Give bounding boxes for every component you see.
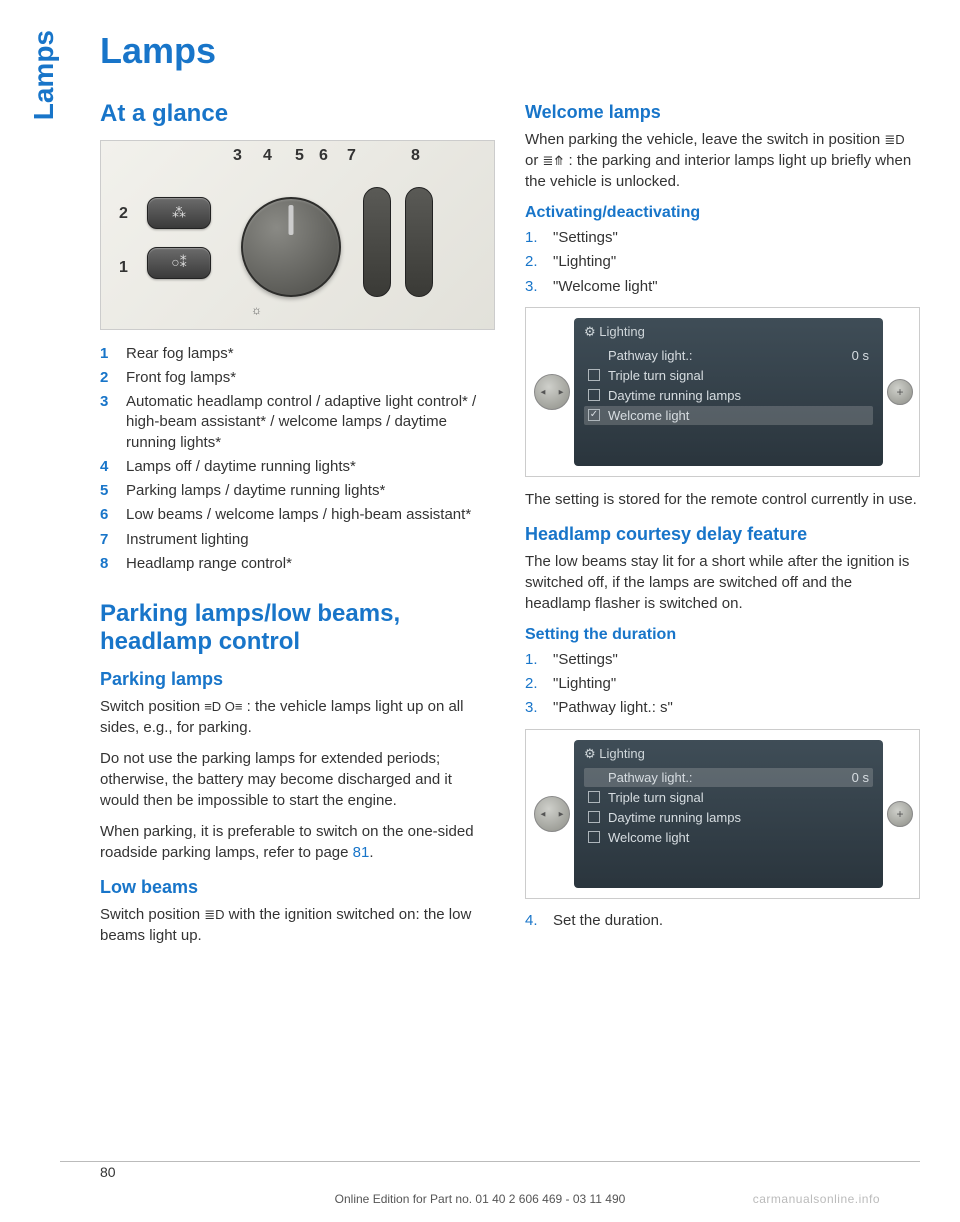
step-item: 3."Pathway light.: s" [525, 698, 920, 718]
figure-label-8: 8 [411, 147, 420, 165]
idrive-screenshot-welcome: + ⚙ Lighting Pathway light.:0 s Triple t… [525, 307, 920, 477]
right-column: Welcome lamps When parking the vehicle, … [525, 30, 920, 956]
idrive-row: Triple turn signal [584, 788, 873, 807]
headlamp-knob-graphic [241, 197, 341, 297]
step-item: 3."Welcome light" [525, 277, 920, 297]
auto-headlamp-icon: ≣⤊ [543, 153, 565, 168]
light-switch-figure: 1 2 3 4 5 6 7 8 ⁂ ○⁑ ☼ [100, 140, 495, 330]
headlamp-range-slider-graphic [405, 187, 433, 297]
idrive-screenshot-pathway: + ⚙ Lighting Pathway light.:0 s Triple t… [525, 729, 920, 899]
figure-label-4: 4 [263, 147, 272, 165]
figure-label-6: 6 [319, 147, 328, 165]
left-column: Lamps At a glance 1 2 3 4 5 6 7 8 ⁂ ○⁑ ☼ [100, 30, 495, 956]
figure-label-5: 5 [295, 147, 304, 165]
duration-step4: 4.Set the duration. [525, 911, 920, 931]
idrive-controller-icon [534, 374, 570, 410]
page-number: 80 [100, 1164, 116, 1180]
parking-lamps-p3: When parking, it is preferable to switch… [100, 821, 495, 863]
low-beam-icon: ≣D [884, 132, 904, 147]
parking-lamp-icon: ≡D O≡ [204, 699, 242, 714]
step-item: 2."Lighting" [525, 252, 920, 272]
figure-label-1: 1 [119, 259, 128, 277]
list-item: 1Rear fog lamps* [100, 344, 495, 364]
fog-rear-button-graphic: ○⁑ [147, 247, 211, 279]
figure-label-3: 3 [233, 147, 242, 165]
duration-steps: 1."Settings" 2."Lighting" 3."Pathway lig… [525, 650, 920, 719]
checkbox-icon [588, 791, 600, 803]
parking-lamps-p2: Do not use the parking lamps for extende… [100, 748, 495, 811]
step-item: 1."Settings" [525, 650, 920, 670]
courtesy-heading: Headlamp courtesy delay feature [525, 524, 920, 545]
welcome-lamps-heading: Welcome lamps [525, 102, 920, 123]
figure-label-2: 2 [119, 205, 128, 223]
setting-duration-heading: Setting the duration [525, 626, 920, 644]
activating-heading: Activating/deactivating [525, 204, 920, 222]
list-item: 2Front fog lamps* [100, 368, 495, 388]
idrive-title: ⚙ Lighting [584, 746, 873, 762]
list-item: 5Parking lamps / daytime running lights* [100, 481, 495, 501]
checkbox-icon [588, 369, 600, 381]
checkbox-icon [588, 831, 600, 843]
courtesy-p1: The low beams stay lit for a short while… [525, 551, 920, 614]
at-a-glance-heading: At a glance [100, 100, 495, 128]
idrive-title: ⚙ Lighting [584, 324, 873, 340]
fog-front-button-graphic: ⁂ [147, 197, 211, 229]
checkbox-icon [588, 389, 600, 401]
list-item: 3Automatic headlamp control / adaptive l… [100, 392, 495, 453]
parking-lowbeam-heading: Parking lamps/low beams, headlamp contro… [100, 600, 495, 655]
figure-label-7: 7 [347, 147, 356, 165]
activating-steps: 1."Settings" 2."Lighting" 3."Welcome lig… [525, 228, 920, 297]
welcome-lamps-p1: When parking the vehicle, leave the swit… [525, 129, 920, 192]
checkbox-icon [588, 811, 600, 823]
footer-rule [60, 1161, 920, 1162]
idrive-controller-icon [534, 796, 570, 832]
idrive-row: ✓Welcome light [584, 406, 873, 425]
parking-lamps-p1: Switch position ≡D O≡ : the vehicle lamp… [100, 696, 495, 738]
step-item: 2."Lighting" [525, 674, 920, 694]
idrive-row: Triple turn signal [584, 366, 873, 385]
idrive-row: Welcome light [584, 828, 873, 847]
low-beam-icon: ≣D [204, 907, 224, 922]
idrive-plus-icon: + [887, 801, 913, 827]
watermark: carmanualsonline.info [753, 1192, 880, 1206]
parking-lamps-heading: Parking lamps [100, 669, 495, 690]
idrive-row: Daytime running lamps [584, 808, 873, 827]
list-item: 4Lamps off / daytime running lights* [100, 457, 495, 477]
instrument-light-slider-graphic [363, 187, 391, 297]
step-item: 4.Set the duration. [525, 911, 920, 931]
list-item: 7Instrument lighting [100, 530, 495, 550]
idrive-row: Daytime running lamps [584, 386, 873, 405]
list-item: 8Headlamp range control* [100, 554, 495, 574]
low-beams-heading: Low beams [100, 877, 495, 898]
at-a-glance-list: 1Rear fog lamps* 2Front fog lamps* 3Auto… [100, 344, 495, 575]
welcome-caption: The setting is stored for the remote con… [525, 489, 920, 510]
idrive-plus-icon: + [887, 379, 913, 405]
idrive-row: Pathway light.:0 s [584, 768, 873, 787]
page-link-81[interactable]: 81 [353, 844, 370, 861]
list-item: 6Low beams / welcome lamps / high-beam a… [100, 505, 495, 525]
vertical-section-tab: Lamps [28, 30, 60, 120]
step-item: 1."Settings" [525, 228, 920, 248]
low-beams-p1: Switch position ≣D with the ignition swi… [100, 904, 495, 946]
idrive-row: Pathway light.:0 s [584, 346, 873, 365]
checkbox-icon: ✓ [588, 409, 600, 421]
page-title: Lamps [100, 30, 495, 72]
